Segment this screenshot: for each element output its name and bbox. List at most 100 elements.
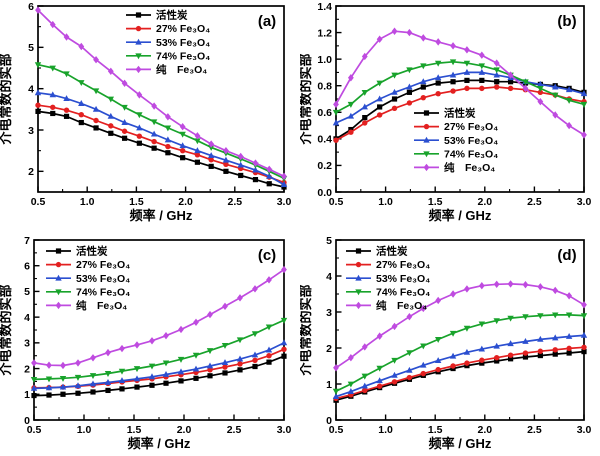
y-tick-label: 1.0	[317, 54, 332, 66]
legend-label: 活性炭	[376, 245, 408, 258]
y-axis-label: 介电常数的实部	[300, 53, 313, 145]
y-tick-label: 1	[326, 379, 332, 391]
axes: 0.5 1.0 1.5 2.0 2.5 3.0 2 3 4 5 6 频率 / GHz 介电常数的实部	[0, 1, 291, 223]
y-tick-label: 1	[24, 389, 30, 401]
x-tick-label: 1.0	[77, 424, 92, 436]
legend-label: 活性炭	[444, 107, 476, 120]
x-tick-label: 2.5	[527, 196, 542, 208]
x-tick-label: 2.5	[527, 424, 542, 436]
y-tick-label: 0.2	[317, 160, 332, 172]
y-tick-label: 0.8	[317, 81, 332, 93]
x-tick-label: 0.5	[329, 196, 344, 208]
x-tick-label: 1.5	[428, 424, 443, 436]
x-tick-label: 2.0	[177, 424, 192, 436]
x-tick-label: 2.5	[227, 424, 242, 436]
panel-a: 0.5 1.0 1.5 2.0 2.5 3.0 2 3 4 5 6 频率 / GHz 介电常数的实部 活性…	[0, 0, 300, 228]
y-tick-label: 0	[24, 415, 30, 427]
panel-b-chart: 0.5 1.0 1.5 2.0 2.5 3.0 0.0 0.2 0.4 0.6 0.8 1.0 1.2 1…	[300, 1, 592, 223]
y-axis-label: 介电常数的实部	[0, 53, 13, 145]
y-tick-label: 5	[28, 42, 34, 54]
legend-label: 74% Fe₃O₄	[76, 286, 130, 298]
x-axis-label: 频率 / GHz	[429, 208, 492, 223]
panel-letter: (a)	[258, 13, 276, 30]
x-axis-label: 频率 / GHz	[429, 436, 492, 451]
x-tick-label: 1.0	[80, 196, 95, 208]
y-tick-label: 0.4	[317, 134, 332, 146]
x-tick-label: 1.5	[129, 196, 144, 208]
legend-label: 27% Fe₃O₄	[76, 259, 130, 271]
legend-label: 活性炭	[76, 245, 108, 258]
series-2	[34, 89, 288, 187]
y-tick-label: 0.0	[317, 187, 332, 199]
x-tick-label: 2.5	[227, 196, 242, 208]
panel-c: 0.5 1.0 1.5 2.0 2.5 3.0 0 1 2 3 4 5 6 7 频率 / GHz 介电常数的实…	[0, 228, 300, 456]
y-tick-label: 3	[28, 125, 34, 137]
y-tick-label: 4	[326, 271, 332, 283]
y-tick-label: 0.6	[317, 107, 332, 119]
y-tick-label: 1.2	[317, 27, 332, 39]
series-0	[333, 349, 587, 403]
legend-label: 74% Fe₃O₄	[444, 148, 498, 160]
x-tick-label: 1.5	[127, 424, 142, 436]
series-2	[332, 68, 588, 126]
legend-label: 27% Fe₃O₄	[444, 121, 498, 133]
y-axis-label: 介电常数的实部	[300, 284, 313, 376]
y-tick-label: 4	[24, 312, 30, 324]
series-2	[332, 331, 588, 399]
legend-label: 纯 Fe₃O₄	[444, 161, 495, 174]
y-tick-label: 2	[24, 363, 30, 375]
y-tick-label: 2	[326, 343, 332, 355]
legend-label: 27% Fe₃O₄	[376, 259, 430, 271]
y-tick-label: 1.4	[317, 1, 332, 13]
y-tick-label: 4	[28, 83, 34, 95]
y-tick-label: 5	[24, 286, 30, 298]
series-4	[35, 6, 287, 180]
series-1	[35, 102, 287, 186]
series-1	[333, 344, 587, 402]
series-3	[34, 62, 288, 182]
panel-a-chart: 0.5 1.0 1.5 2.0 2.5 3.0 2 3 4 5 6 频率 / GHz 介电常数的实部 活性…	[0, 1, 291, 223]
panel-letter: (b)	[557, 13, 576, 30]
panel-letter: (c)	[258, 247, 276, 264]
y-tick-label: 6	[28, 1, 34, 13]
legend-label: 纯 Fe₃O₄	[376, 299, 427, 312]
legend-label: 纯 Fe₃O₄	[156, 63, 207, 76]
y-axis-label: 介电常数的实部	[0, 284, 13, 376]
axes: 0.5 1.0 1.5 2.0 2.5 3.0 0 1 2 3 4 5 频率 / GHz 介电常数的实部	[300, 235, 591, 451]
x-tick-label: 1.0	[378, 424, 393, 436]
series-2	[30, 339, 288, 391]
legend-label: 53% Fe₃O₄	[376, 273, 430, 285]
panel-d-chart: 0.5 1.0 1.5 2.0 2.5 3.0 0 1 2 3 4 5 频率 / GHz 介电常数的实部 活…	[300, 235, 591, 451]
legend-label: 27% Fe₃O₄	[156, 23, 210, 35]
y-tick-label: 7	[24, 235, 30, 247]
legend-label: 74% Fe₃O₄	[156, 50, 210, 62]
panel-b: 0.5 1.0 1.5 2.0 2.5 3.0 0.0 0.2 0.4 0.6 0.8 1.0 1.2 1…	[300, 0, 600, 228]
panel-letter: (d)	[557, 247, 576, 264]
legend-label: 53% Fe₃O₄	[76, 273, 130, 285]
panel-d: 0.5 1.0 1.5 2.0 2.5 3.0 0 1 2 3 4 5 频率 / GHz 介电常数的实部 活…	[300, 228, 600, 456]
axes: 0.5 1.0 1.5 2.0 2.5 3.0 0 1 2 3 4 5 6 7 频率 / GHz 介电常数的实…	[0, 235, 291, 451]
x-tick-label: 3.0	[277, 196, 292, 208]
series-0	[31, 353, 287, 399]
x-axis-label: 频率 / GHz	[130, 208, 193, 223]
y-tick-label: 5	[326, 235, 332, 247]
series-4	[333, 280, 587, 372]
x-tick-label: 0.5	[27, 424, 42, 436]
legend-label: 活性炭	[156, 9, 188, 22]
y-tick-label: 6	[24, 261, 30, 273]
x-tick-label: 0.5	[329, 424, 344, 436]
x-tick-label: 3.0	[277, 424, 292, 436]
x-tick-label: 3.0	[577, 424, 592, 436]
series-3	[30, 317, 288, 383]
legend-label: 53% Fe₃O₄	[156, 37, 210, 49]
x-tick-label: 2.0	[178, 196, 193, 208]
series-4	[31, 265, 287, 370]
series-0	[35, 108, 287, 190]
x-tick-label: 3.0	[577, 196, 592, 208]
x-tick-label: 1.0	[378, 196, 393, 208]
legend-label: 53% Fe₃O₄	[444, 135, 498, 147]
x-tick-label: 0.5	[31, 196, 46, 208]
